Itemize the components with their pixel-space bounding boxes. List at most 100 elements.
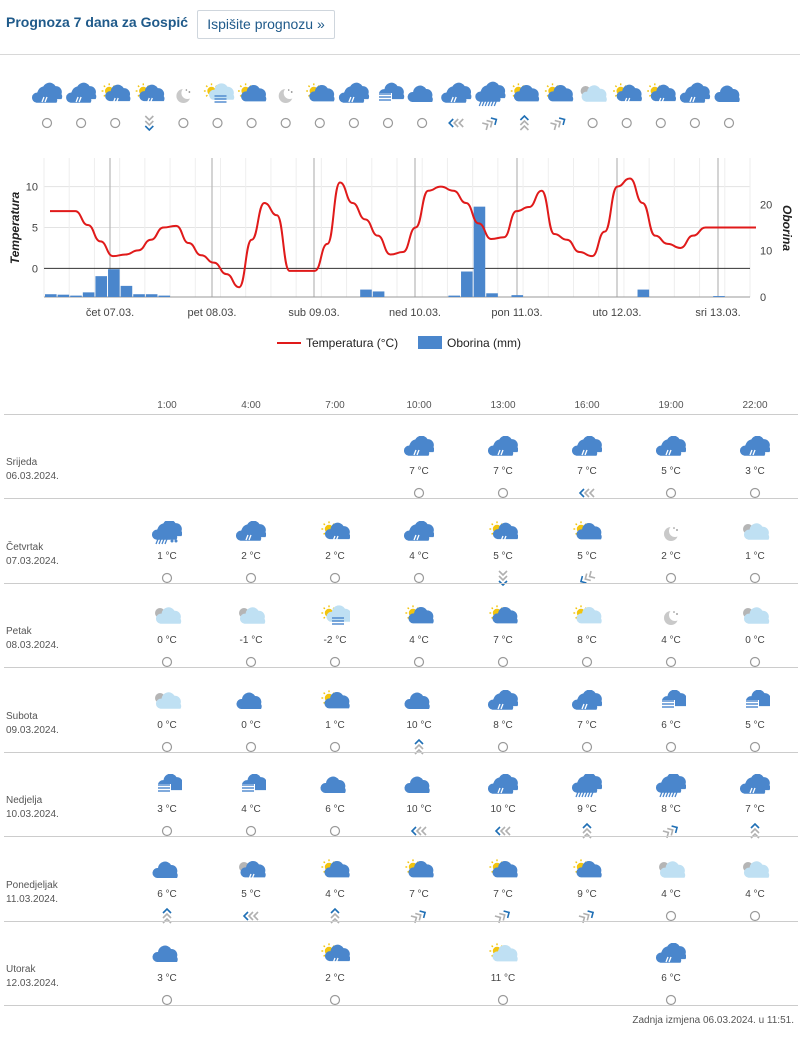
wind-calm-icon (110, 117, 121, 129)
cloud-light-icon (743, 860, 770, 878)
strip-cell (238, 83, 267, 129)
temperature-value: 8 °C (661, 804, 681, 815)
wind-calm-icon (161, 994, 173, 1006)
hours-header: 1:00 4:00 7:00 10:00 13:00 16:00 19:00 22:00 (0, 398, 800, 412)
temperature-value: 2 °C (325, 973, 345, 984)
temperature-value: 7 °C (577, 466, 597, 477)
precipitation-bar (133, 294, 145, 297)
precipitation-bar (713, 296, 725, 297)
day-label: Nedjelja 10.03.2024. (6, 794, 59, 822)
row-divider (4, 751, 798, 753)
wind-calm-icon (749, 487, 761, 499)
day-name: Subota (6, 710, 38, 722)
precipitation-bar (120, 285, 133, 297)
wind-arrow-icon (579, 570, 596, 584)
cloud-rain-light-icon (239, 860, 266, 879)
cloud-icon (152, 945, 178, 962)
y2-tick-label: 20 (760, 199, 772, 211)
wind-calm-icon (413, 656, 425, 668)
sleet-icon (152, 520, 182, 544)
y2-axis-label: Oborina (780, 205, 794, 251)
sun-fog-icon (321, 605, 350, 625)
precipitation-bars (45, 206, 725, 297)
temperature-value: 0 °C (241, 719, 261, 731)
sun-fog-icon (203, 83, 235, 103)
temperature-value: 4 °C (241, 804, 261, 815)
day-date: 08.03.2024. (6, 640, 59, 651)
temperature-value: 4 °C (325, 888, 345, 900)
temperature-value: 4 °C (409, 635, 429, 646)
moon-icon (278, 87, 296, 103)
forecast-cell: 1 °C (305, 689, 365, 756)
sun-cloud-icon (489, 858, 518, 877)
hour-label: 22:00 (742, 400, 768, 411)
temperature-value: 5 °C (661, 466, 681, 477)
strip-cell (544, 83, 574, 131)
cloud-icon (152, 861, 178, 878)
cloud-icon (236, 692, 262, 709)
strip-cell (580, 85, 607, 129)
forecast-cell: 7 °C (389, 436, 449, 502)
wind-calm-icon (246, 117, 257, 129)
precipitation-bar (57, 294, 70, 297)
rain-cloud-icon (404, 520, 434, 541)
temperature-value: 9 °C (577, 804, 597, 815)
forecast-cell: 7 °C (473, 858, 533, 925)
wind-calm-icon (587, 117, 598, 129)
wind-calm-icon (749, 656, 761, 668)
strip-cell (203, 83, 235, 129)
forecast-chart: 10 5 0 20 10 0 Temperatura Oborina čet 07.03. pet… (8, 81, 794, 350)
wind-calm-icon (245, 572, 257, 583)
wind-calm-icon (329, 572, 341, 583)
forecast-cell: 3 °C (137, 943, 197, 1009)
wind-calm-icon (581, 656, 593, 668)
forecast-cell: 1 °C (725, 521, 785, 587)
forecast-cell: 3 °C (137, 774, 197, 840)
wind-calm-icon (665, 487, 677, 499)
forecast-cell: 10 °C (389, 690, 449, 756)
forecast-cell: 2 °C (221, 520, 281, 587)
rain-cloud-icon (441, 82, 472, 103)
rain-cloud-icon (572, 689, 602, 710)
hour-label: 7:00 (325, 400, 345, 411)
forecast-cell: 6 °C (305, 774, 365, 840)
sun-rain-cloud-icon (613, 83, 642, 104)
temperature-value: 3 °C (745, 466, 765, 477)
rain-cloud-icon (66, 82, 97, 103)
forecast-cell: 4 °C (389, 605, 449, 671)
wind-calm-icon (413, 572, 425, 583)
day-name: Utorak (6, 964, 36, 975)
heavy-rain-icon (475, 81, 506, 107)
wind-calm-icon (245, 741, 257, 752)
day-label: Petak 08.03.2024. (6, 625, 59, 653)
temperature-value: 2 °C (661, 550, 681, 562)
day-label: Četvrtak 07.03.2024. (6, 541, 59, 569)
precipitation-bar (158, 295, 171, 297)
rain-cloud-icon (740, 774, 770, 794)
row-divider (4, 667, 798, 668)
temperature-value: 7 °C (409, 466, 429, 477)
sun-cloud-icon (321, 858, 350, 877)
wind-calm-icon (723, 117, 735, 129)
wind-arrow-icon (482, 117, 498, 131)
moon-icon (176, 87, 194, 103)
temperature-value: 7 °C (493, 635, 513, 646)
precipitation-bar (82, 292, 95, 297)
wind-calm-icon (665, 572, 677, 583)
row-divider (4, 1005, 798, 1006)
forecast-cell: 7 °C (473, 605, 533, 671)
wind-calm-icon (665, 994, 677, 1006)
wind-calm-icon (665, 910, 677, 921)
temperature-value: 11 °C (490, 973, 516, 984)
strip-cell (135, 83, 165, 132)
temperature-value: 2 °C (325, 550, 345, 562)
wind-arrow-icon (410, 826, 427, 836)
row-divider (4, 414, 798, 415)
sun-rain-cloud-icon (489, 520, 518, 541)
rain-cloud-icon (656, 436, 686, 456)
forecast-cell: 7 °C (389, 858, 449, 925)
cloud-light-icon (155, 607, 182, 624)
strip-cell (407, 85, 433, 129)
print-forecast-button[interactable]: Ispišite prognozu » (197, 10, 335, 39)
day-label: Srijeda 06.03.2024. (6, 456, 59, 484)
